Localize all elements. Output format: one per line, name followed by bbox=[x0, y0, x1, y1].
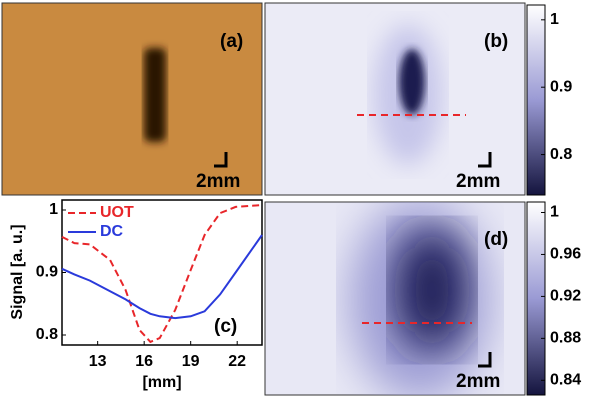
x-tick-label: 16 bbox=[135, 353, 153, 370]
x-tick-label: 19 bbox=[182, 353, 200, 370]
scale-bar bbox=[478, 152, 492, 168]
panel-b: (b) 2mm bbox=[264, 2, 526, 196]
panel-label: (b) bbox=[484, 31, 508, 52]
scale-label: 2mm bbox=[196, 171, 240, 192]
panel-c: (c) Signal [a. u.] [mm] bbox=[9, 199, 263, 391]
panel-label: (a) bbox=[220, 31, 243, 52]
scale-bar bbox=[214, 152, 228, 168]
x-axis-label: [mm] bbox=[142, 374, 181, 391]
x-tick-label: 22 bbox=[228, 353, 246, 370]
colorbar-tick-label: 0.88 bbox=[550, 330, 581, 347]
y-axis-label: Signal [a. u.] bbox=[9, 224, 26, 319]
y-tick-label: 1 bbox=[49, 201, 58, 218]
series-line bbox=[61, 234, 263, 320]
colorbar-tick-label: 0.96 bbox=[550, 246, 581, 263]
colorbar-tick-label: 0.9 bbox=[550, 78, 572, 95]
panel-a: (a) 2mm bbox=[1, 2, 263, 196]
panel-label: (d) bbox=[484, 229, 508, 250]
absorber bbox=[144, 48, 166, 142]
legend-label: UOT bbox=[100, 204, 134, 221]
y-tick-label: 0.9 bbox=[36, 264, 58, 281]
colorbar-tick-label: 0.8 bbox=[550, 146, 572, 163]
panel-d: (d) 2mm bbox=[264, 201, 526, 396]
y-tick-label: 0.8 bbox=[36, 326, 58, 343]
blob bbox=[399, 49, 425, 115]
colorbar-tick-label: 1 bbox=[550, 204, 559, 221]
colorbar-tick-label: 1 bbox=[550, 11, 559, 28]
colorbar bbox=[526, 4, 546, 196]
series-line bbox=[61, 204, 263, 344]
colorbar-tick-label: 0.92 bbox=[550, 288, 581, 305]
x-tick-label: 13 bbox=[89, 353, 107, 370]
scale-label: 2mm bbox=[456, 371, 500, 392]
blob bbox=[394, 228, 470, 352]
scale-label: 2mm bbox=[456, 171, 500, 192]
plot-area bbox=[61, 199, 263, 346]
panel-label: (c) bbox=[214, 316, 237, 337]
image bbox=[1, 2, 263, 196]
legend-label: DC bbox=[100, 223, 124, 240]
scale-bar bbox=[478, 352, 492, 368]
colorbar bbox=[526, 201, 546, 396]
colorbar-tick-label: 0.84 bbox=[550, 372, 581, 389]
